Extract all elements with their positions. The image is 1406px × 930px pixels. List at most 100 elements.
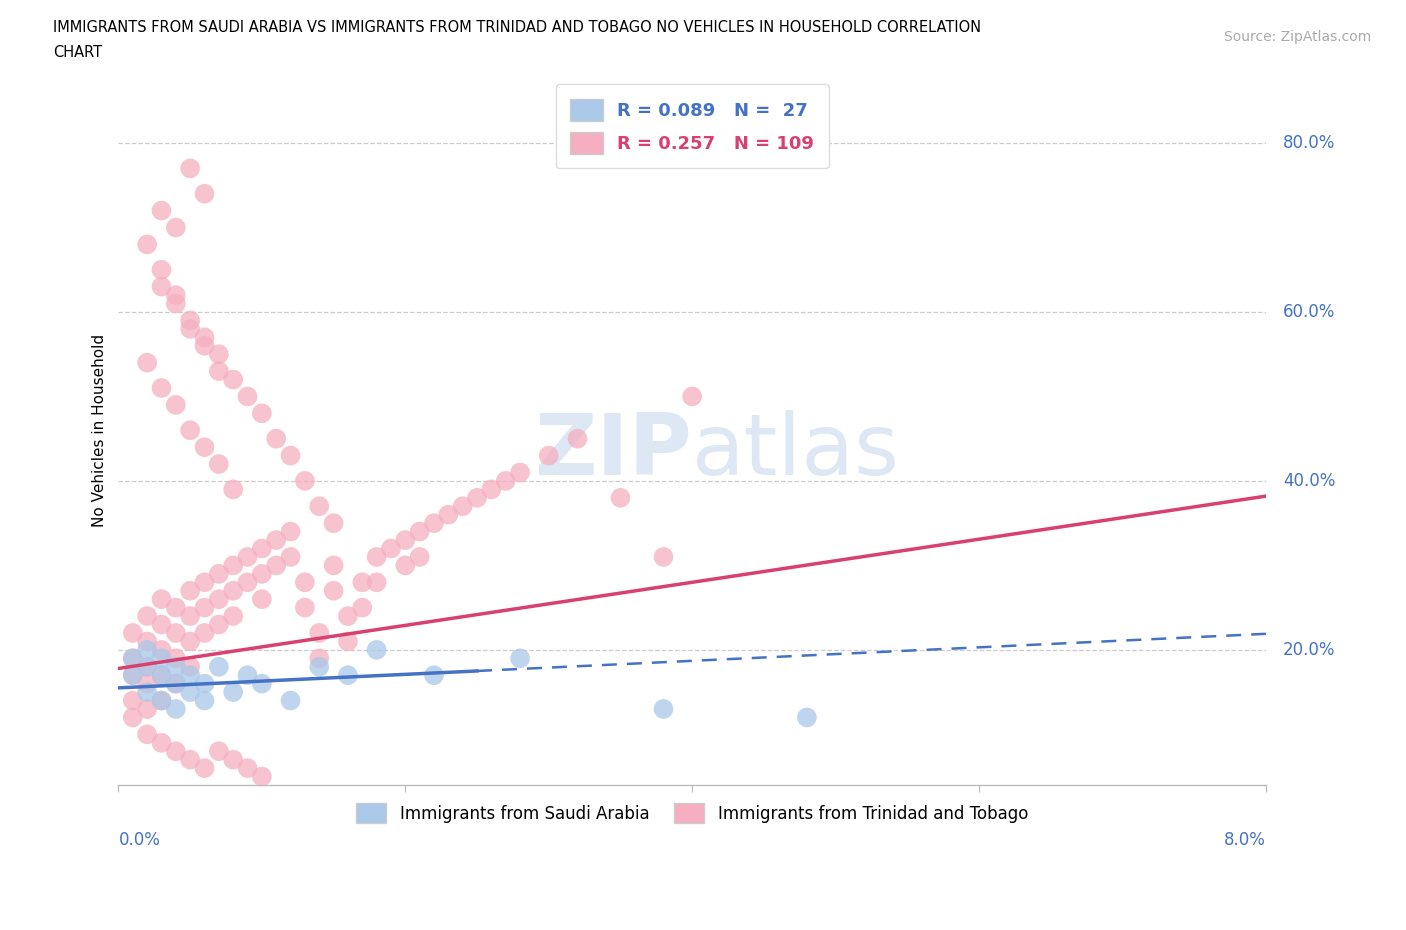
- Point: [136, 237, 159, 252]
- Point: [479, 482, 502, 497]
- Point: [179, 583, 201, 598]
- Point: [150, 591, 173, 606]
- Point: [193, 600, 215, 615]
- Point: [208, 457, 231, 472]
- Point: [179, 423, 201, 438]
- Point: [394, 533, 416, 548]
- Point: [208, 347, 231, 362]
- Point: [165, 659, 187, 674]
- Point: [208, 618, 231, 632]
- Point: [236, 575, 259, 590]
- Point: [280, 550, 302, 565]
- Point: [509, 651, 531, 666]
- Point: [294, 600, 316, 615]
- Point: [136, 608, 159, 623]
- Point: [294, 575, 316, 590]
- Point: [308, 659, 330, 674]
- Point: [250, 566, 273, 581]
- Point: [150, 693, 173, 708]
- Point: [165, 600, 187, 615]
- Point: [136, 643, 159, 658]
- Point: [250, 676, 273, 691]
- Point: [308, 498, 330, 513]
- Text: 80.0%: 80.0%: [1284, 134, 1336, 152]
- Point: [165, 287, 187, 302]
- Y-axis label: No Vehicles in Household: No Vehicles in Household: [93, 334, 107, 526]
- Text: 0.0%: 0.0%: [118, 831, 160, 849]
- Point: [652, 701, 675, 716]
- Point: [236, 389, 259, 404]
- Point: [193, 339, 215, 353]
- Point: [136, 634, 159, 649]
- Point: [150, 279, 173, 294]
- Point: [366, 643, 388, 658]
- Point: [165, 220, 187, 235]
- Point: [236, 668, 259, 683]
- Point: [136, 727, 159, 742]
- Point: [150, 643, 173, 658]
- Text: 8.0%: 8.0%: [1225, 831, 1265, 849]
- Point: [193, 761, 215, 776]
- Point: [150, 668, 173, 683]
- Text: Source: ZipAtlas.com: Source: ZipAtlas.com: [1223, 30, 1371, 44]
- Point: [250, 591, 273, 606]
- Point: [222, 372, 245, 387]
- Point: [509, 465, 531, 480]
- Point: [150, 651, 173, 666]
- Point: [136, 355, 159, 370]
- Point: [222, 482, 245, 497]
- Point: [208, 744, 231, 759]
- Point: [179, 634, 201, 649]
- Point: [136, 701, 159, 716]
- Point: [179, 684, 201, 699]
- Point: [366, 575, 388, 590]
- Point: [179, 659, 201, 674]
- Point: [380, 541, 402, 556]
- Legend: Immigrants from Saudi Arabia, Immigrants from Trinidad and Tobago: Immigrants from Saudi Arabia, Immigrants…: [350, 796, 1035, 830]
- Point: [336, 608, 359, 623]
- Point: [150, 693, 173, 708]
- Point: [193, 330, 215, 345]
- Point: [179, 313, 201, 328]
- Text: ZIP: ZIP: [534, 410, 692, 493]
- Point: [193, 575, 215, 590]
- Point: [150, 262, 173, 277]
- Point: [222, 752, 245, 767]
- Point: [165, 296, 187, 311]
- Point: [179, 322, 201, 337]
- Point: [437, 507, 460, 522]
- Point: [150, 203, 173, 218]
- Point: [366, 550, 388, 565]
- Point: [222, 558, 245, 573]
- Point: [179, 161, 201, 176]
- Point: [322, 583, 344, 598]
- Point: [264, 432, 287, 446]
- Point: [408, 525, 430, 539]
- Point: [193, 676, 215, 691]
- Point: [193, 186, 215, 201]
- Point: [423, 668, 446, 683]
- Point: [336, 634, 359, 649]
- Point: [165, 744, 187, 759]
- Point: [336, 668, 359, 683]
- Point: [352, 600, 374, 615]
- Point: [121, 626, 143, 641]
- Point: [208, 566, 231, 581]
- Point: [308, 651, 330, 666]
- Text: 40.0%: 40.0%: [1284, 472, 1336, 490]
- Point: [150, 736, 173, 751]
- Point: [681, 389, 703, 404]
- Point: [179, 668, 201, 683]
- Point: [208, 659, 231, 674]
- Point: [609, 490, 631, 505]
- Point: [193, 626, 215, 641]
- Point: [465, 490, 488, 505]
- Point: [150, 618, 173, 632]
- Point: [250, 769, 273, 784]
- Point: [136, 659, 159, 674]
- Point: [165, 626, 187, 641]
- Point: [280, 448, 302, 463]
- Point: [121, 651, 143, 666]
- Point: [652, 550, 675, 565]
- Point: [208, 364, 231, 379]
